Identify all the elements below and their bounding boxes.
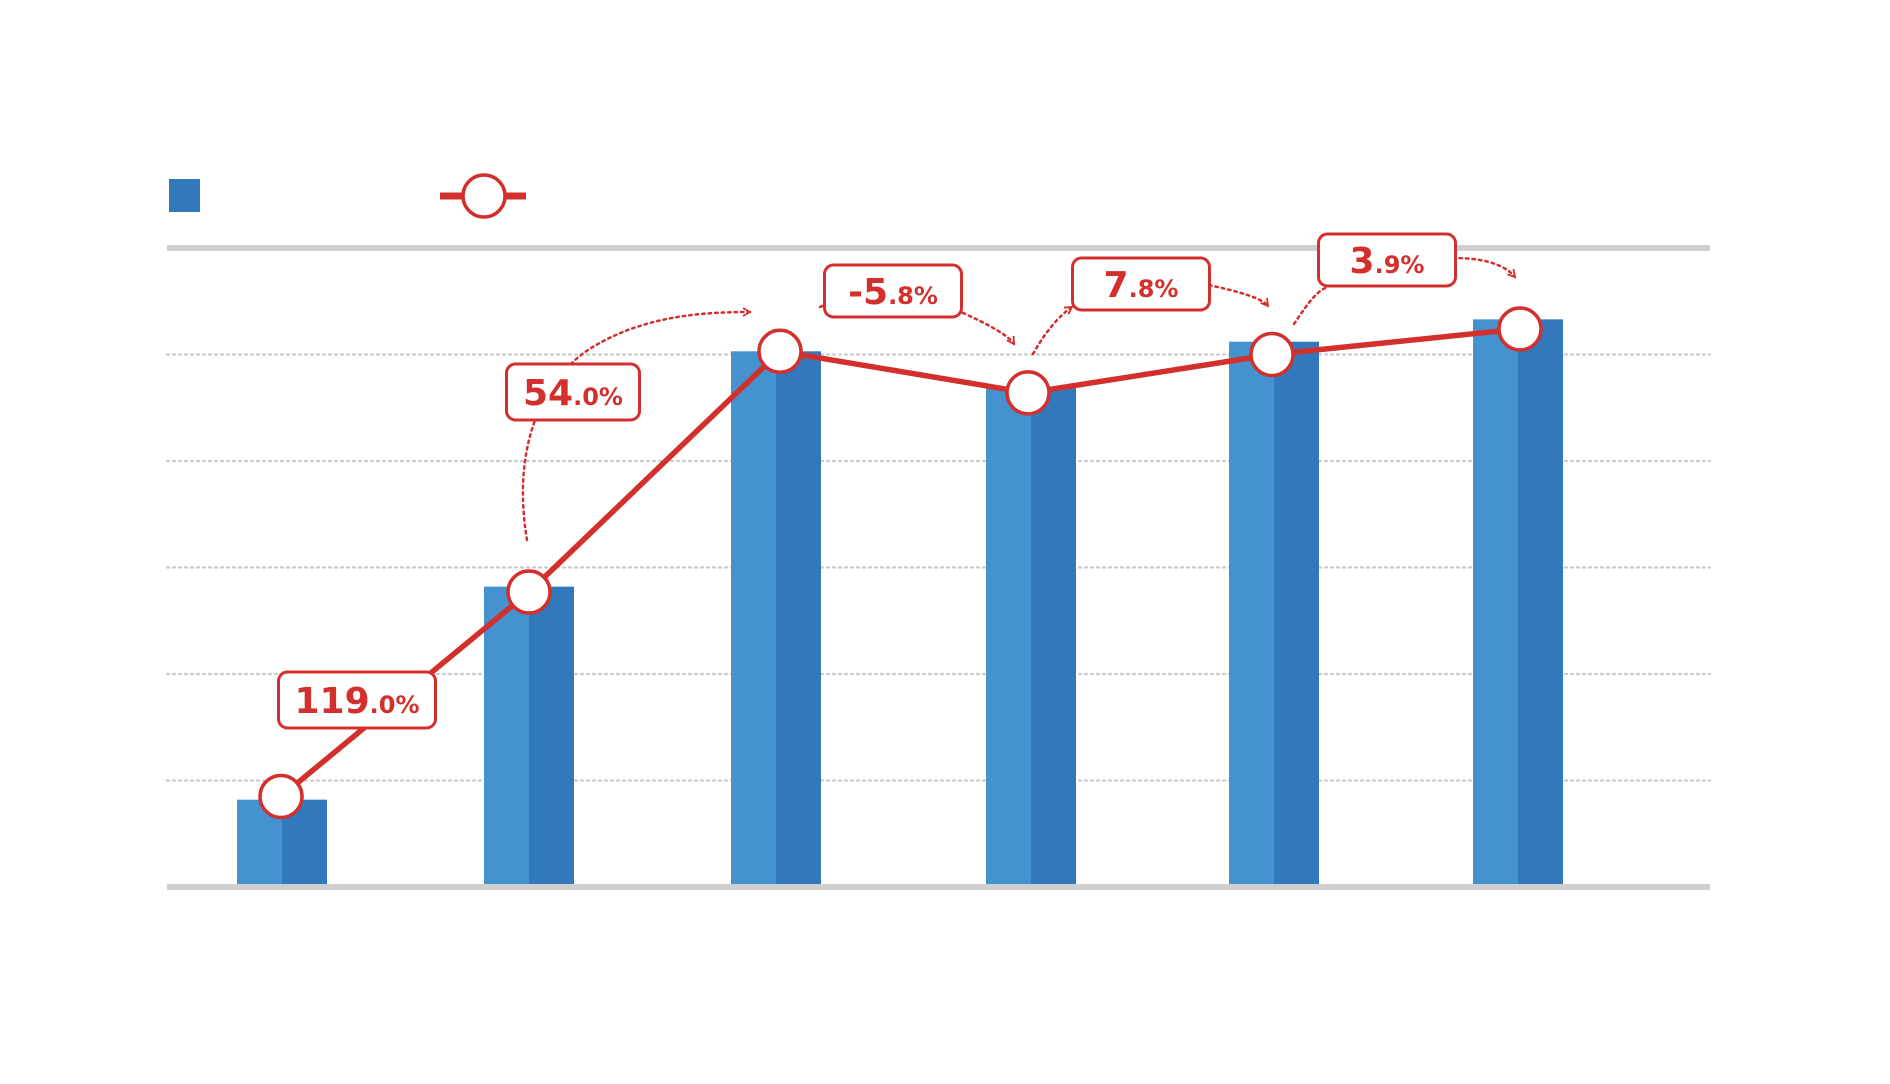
legend-bar-swatch	[169, 179, 200, 212]
growth-label-integer: 119	[294, 681, 369, 722]
bar-left-face	[1473, 319, 1518, 888]
growth-label-box	[1317, 232, 1457, 288]
bar-right-face	[1518, 319, 1563, 888]
line-point	[258, 773, 304, 820]
bar-left-face	[1229, 341, 1274, 888]
legend	[169, 173, 526, 219]
line-point	[506, 569, 552, 615]
growth-label: 3.9%	[1317, 232, 1457, 288]
growth-label-box	[823, 263, 963, 319]
growth-label-text: 119.0%	[294, 681, 419, 722]
growth-label-decimal: .8%	[888, 282, 938, 310]
legend-line-marker	[461, 173, 507, 219]
line-series	[279, 326, 1521, 799]
line-point	[757, 328, 803, 375]
growth-label-text: -5.8%	[848, 272, 938, 313]
growth-label-box	[505, 362, 641, 422]
growth-label-decimal: .8%	[1129, 275, 1179, 303]
growth-label-integer: 3	[1350, 241, 1375, 282]
growth-label-integer: -5	[848, 272, 888, 313]
growth-label-integer: 7	[1104, 265, 1129, 306]
growth-label: 7.8%	[1071, 256, 1211, 312]
bar-left-face	[731, 351, 776, 887]
bar-right-face	[1274, 341, 1319, 888]
growth-label-box	[1071, 256, 1211, 312]
growth-label-decimal: .0%	[573, 383, 623, 411]
growth-label-decimal: .9%	[1375, 251, 1425, 279]
growth-arrow	[521, 307, 752, 542]
growth-label-box	[277, 670, 437, 730]
growth-arrow	[1207, 283, 1270, 308]
bar-left-face	[986, 387, 1031, 887]
bars-layer	[167, 319, 1710, 890]
growth-label: 54.0%	[505, 362, 641, 422]
line-point	[1249, 331, 1295, 378]
growth-label: 119.0%	[277, 670, 437, 730]
line-point	[1497, 306, 1543, 352]
growth-label: -5.8%	[823, 263, 963, 319]
bar-right-face	[529, 586, 574, 887]
growth-label-text: 7.8%	[1104, 265, 1179, 306]
growth-arrow	[1292, 285, 1330, 326]
growth-arrow	[1031, 305, 1074, 356]
growth-label-integer: 54	[523, 373, 573, 414]
bar-right-face	[776, 351, 821, 887]
bar-right-face	[1031, 387, 1076, 887]
growth-label-text: 3.9%	[1350, 241, 1425, 282]
growth-label-text: 54.0%	[523, 373, 623, 414]
line-layer	[258, 306, 1543, 820]
bar-left-face	[484, 586, 529, 887]
labels-layer: 119.0%54.0%-5.8% 7.8%3.9%	[277, 232, 1457, 730]
growth-label-decimal: .0%	[370, 691, 420, 719]
line-point	[1005, 370, 1051, 416]
growth-arrow	[1451, 256, 1517, 279]
